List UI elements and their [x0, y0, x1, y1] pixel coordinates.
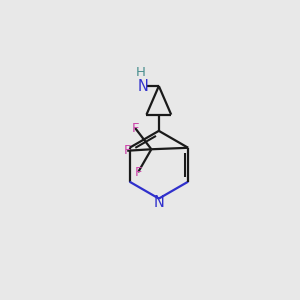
Text: F: F [124, 144, 131, 157]
Text: F: F [131, 122, 139, 135]
Text: N: N [138, 79, 149, 94]
Text: N: N [153, 195, 164, 210]
Text: F: F [134, 166, 142, 179]
Text: H: H [136, 66, 146, 79]
